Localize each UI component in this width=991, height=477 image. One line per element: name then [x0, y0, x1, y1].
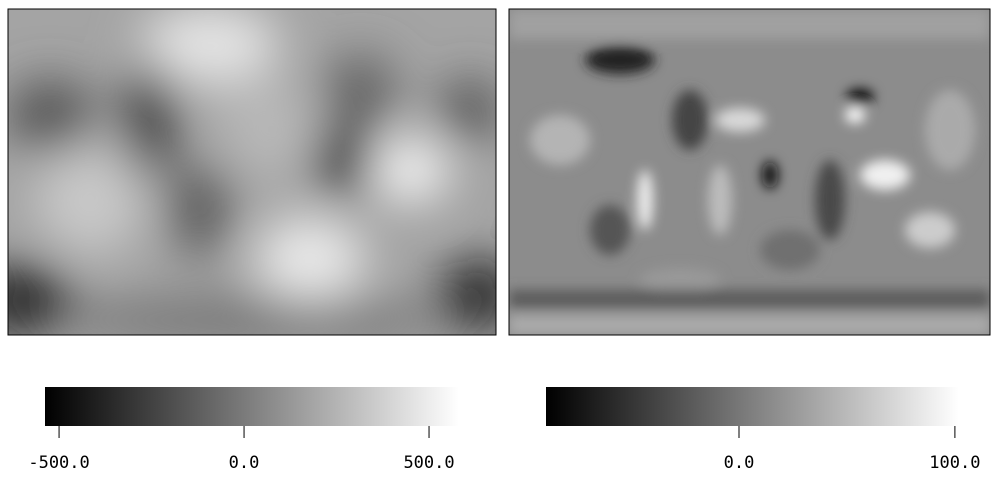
tick-label: 100.0	[929, 453, 980, 473]
colorbar	[546, 387, 959, 426]
frame	[7, 8, 497, 336]
tick-label: -500.0	[28, 453, 89, 473]
frame	[508, 8, 991, 336]
tick-label: 0.0	[229, 453, 260, 473]
colorbar	[45, 387, 459, 426]
field-map-right	[509, 9, 990, 335]
tick-label: 0.0	[724, 453, 755, 473]
tick-label: 500.0	[403, 453, 454, 473]
field-map-left	[8, 9, 496, 335]
